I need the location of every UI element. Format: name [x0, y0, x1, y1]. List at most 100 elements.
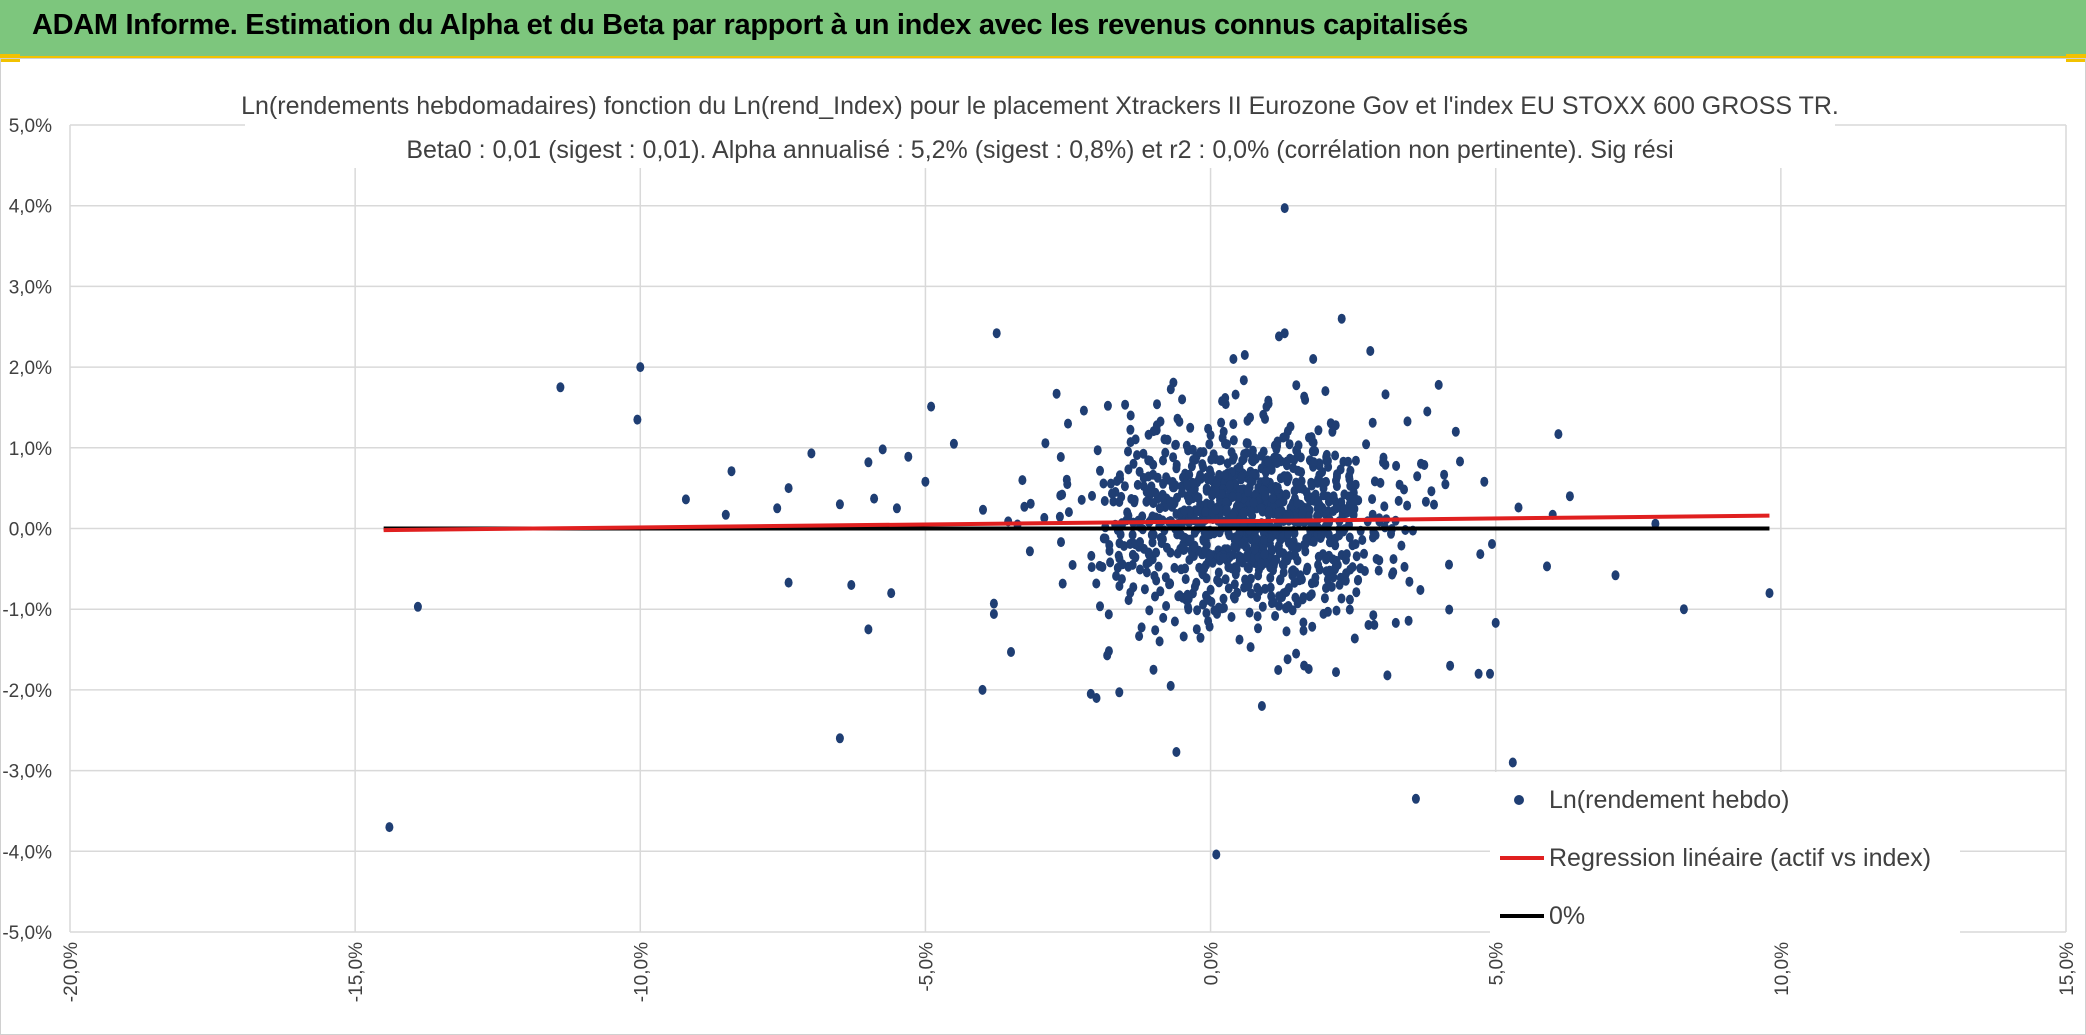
data-point [1404, 615, 1413, 626]
data-point [921, 476, 930, 487]
data-point [1058, 489, 1067, 500]
data-point [1140, 584, 1149, 595]
data-point [1162, 601, 1171, 611]
regression-line [383, 513, 1770, 533]
data-point [1117, 491, 1126, 502]
data-point [1222, 439, 1231, 450]
y-tick-label: -4,0% [2, 842, 52, 863]
data-point [979, 504, 987, 515]
data-point [1543, 561, 1551, 572]
data-point [1275, 600, 1283, 611]
data-point [1246, 573, 1255, 584]
data-point [1293, 598, 1302, 609]
data-point [1329, 491, 1338, 502]
data-point [1077, 494, 1086, 505]
data-point [1136, 537, 1144, 547]
data-point [1270, 556, 1279, 567]
data-point [1300, 391, 1309, 402]
chart-title: Ln(rendements hebdomadaires) fonction du… [241, 92, 1839, 120]
data-point [1185, 469, 1194, 480]
data-point [1261, 490, 1269, 501]
data-point [1392, 460, 1401, 471]
data-point [1155, 503, 1164, 514]
data-point [1207, 454, 1216, 465]
data-point [1186, 534, 1195, 545]
data-point [835, 733, 844, 744]
legend-point-marker [1514, 795, 1524, 805]
data-point [1286, 421, 1295, 432]
data-point [1271, 611, 1280, 621]
data-point [1228, 454, 1237, 465]
data-point [1238, 538, 1247, 549]
data-point [1219, 426, 1228, 437]
data-point [1126, 410, 1135, 421]
data-point [1397, 540, 1406, 551]
data-point [1307, 480, 1316, 491]
data-point [1108, 488, 1116, 499]
data-point [1309, 536, 1318, 547]
data-point [1093, 445, 1102, 456]
data-point [1142, 496, 1151, 507]
data-point [1332, 503, 1341, 514]
data-point [1319, 490, 1328, 501]
data-point [1244, 486, 1253, 497]
data-point [1319, 483, 1328, 494]
data-point [1239, 507, 1248, 518]
data-point [1151, 625, 1160, 636]
data-point [1400, 484, 1408, 495]
data-point [1476, 549, 1485, 560]
data-point [1351, 479, 1360, 490]
data-point [1360, 566, 1369, 576]
data-point [1242, 550, 1251, 561]
data-point [1087, 562, 1096, 573]
data-point [1135, 631, 1144, 642]
data-point [1246, 412, 1254, 423]
data-point [1104, 609, 1113, 620]
data-point [1231, 389, 1240, 400]
data-point [1241, 574, 1250, 585]
y-tick-label: -2,0% [2, 681, 52, 702]
data-point [1488, 539, 1496, 549]
data-point [1332, 471, 1341, 482]
data-point [1282, 456, 1291, 467]
data-point [1092, 578, 1101, 589]
data-point [1282, 489, 1291, 500]
data-point [1285, 551, 1294, 561]
y-tick-label: 0,0% [9, 520, 52, 541]
data-point [1219, 553, 1228, 564]
data-point [1284, 472, 1293, 483]
data-point [1293, 555, 1302, 566]
data-point [681, 494, 690, 505]
data-point [1205, 465, 1214, 476]
data-point [1229, 435, 1238, 446]
data-point [1375, 555, 1384, 566]
x-tick-label: 0,0% [1202, 942, 1223, 985]
data-point [1260, 549, 1269, 560]
data-point [1221, 574, 1230, 585]
legend-background [1490, 772, 1960, 940]
y-tick-label: 2,0% [9, 358, 52, 379]
data-point [1103, 650, 1112, 661]
data-point [1273, 484, 1282, 495]
data-point [1294, 440, 1303, 451]
data-point [1064, 418, 1072, 429]
data-point [1268, 493, 1277, 504]
data-point [1322, 554, 1330, 565]
data-point [1063, 479, 1072, 490]
data-point [1113, 476, 1121, 486]
data-point [1020, 501, 1029, 512]
data-point [978, 684, 987, 695]
data-point [1486, 668, 1494, 679]
data-point [1106, 557, 1115, 568]
data-point [1175, 416, 1184, 427]
data-point [1352, 587, 1361, 598]
data-point [1057, 537, 1065, 548]
data-point [1202, 573, 1211, 584]
data-point [1327, 581, 1336, 592]
data-point [1212, 477, 1221, 488]
data-point [1611, 570, 1620, 581]
data-point [1129, 582, 1138, 593]
data-point [1165, 579, 1174, 590]
data-point [1323, 574, 1332, 585]
data-point [1257, 503, 1266, 514]
